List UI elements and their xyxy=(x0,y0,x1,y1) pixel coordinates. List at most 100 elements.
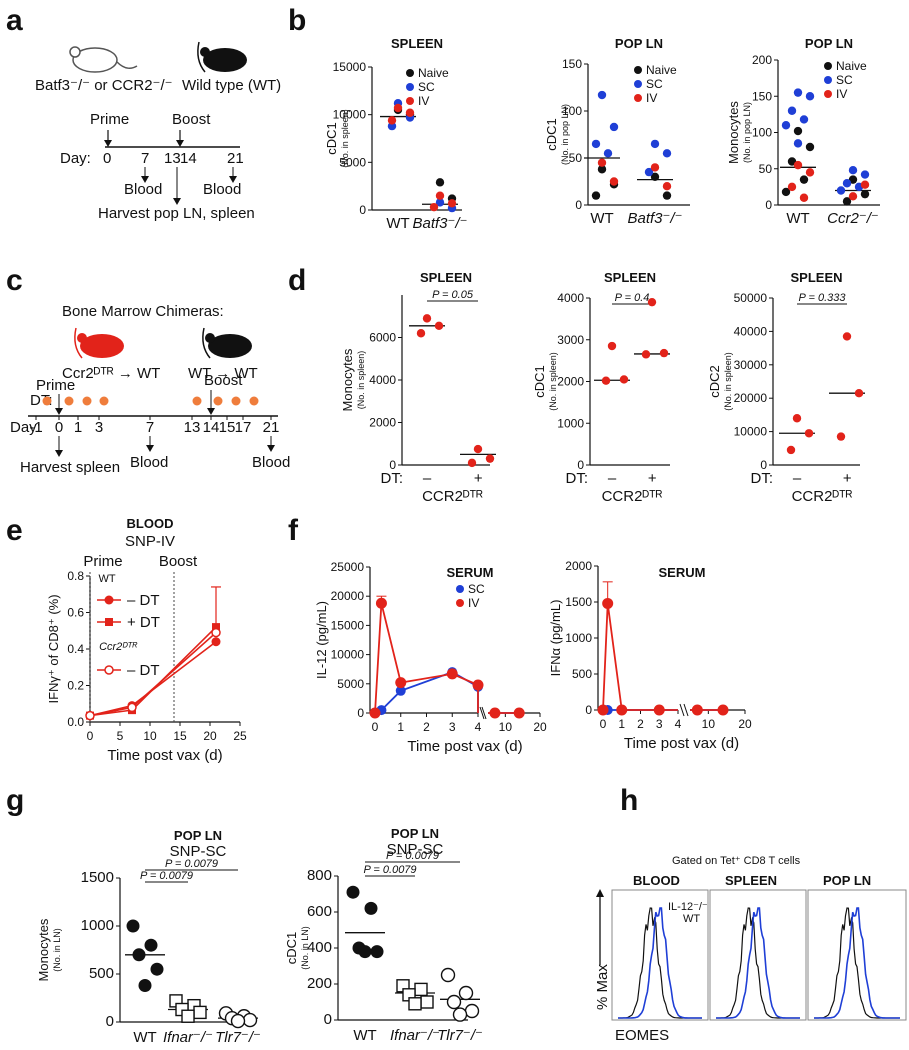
chart-b3: 0 50 100 150 200 POP LN Monocytes (No. in pop L… xyxy=(726,36,880,227)
hist-il12-0 xyxy=(618,907,702,1019)
point-1-1 xyxy=(602,597,614,609)
panel-h-histograms: Gated on Tet⁺ CD8 T cells BLOOD SPLEEN P… xyxy=(594,855,907,1044)
y-tick-label-4: 2000 xyxy=(565,559,592,573)
hist-frame-2 xyxy=(807,889,907,1021)
day-14: 14 xyxy=(180,150,197,167)
point-1-2 xyxy=(395,677,407,689)
data-point-1-2 xyxy=(591,139,601,149)
y-tick-label-0: 0.0 xyxy=(67,715,84,729)
panel-label-e: e xyxy=(6,514,23,547)
chart-subtitle: SNP-IV xyxy=(125,533,175,550)
legend-label-0: – DT xyxy=(127,592,160,609)
y-sublabel: (No. in pop LN) xyxy=(742,102,752,163)
legend-dot-1 xyxy=(456,599,464,607)
chart-subtitle: SNP-SC xyxy=(387,841,444,858)
data-point-1-10 xyxy=(836,186,846,195)
c-blood-2: Blood xyxy=(252,454,290,471)
c-day-9: 21 xyxy=(263,419,280,436)
y-tick-label-0: 0 xyxy=(389,458,396,472)
y-label: IFNγ⁺ of CD8⁺ (%) xyxy=(46,594,61,703)
c-day-0: -1 xyxy=(29,419,42,436)
data-point-2-4 xyxy=(230,1013,246,1029)
data-point-0-7 xyxy=(842,197,852,206)
point-1-3 xyxy=(446,668,458,680)
data-point-2-2 xyxy=(650,163,660,172)
y-tick-label-1: 50 xyxy=(759,162,773,176)
legend-label-1: SC xyxy=(646,77,663,91)
chart-title: POP LN xyxy=(615,36,663,51)
y-sublabel: (No. in spleen) xyxy=(340,109,350,168)
hist-il12-2 xyxy=(814,907,900,1019)
y-tick-label-1: 500 xyxy=(89,965,114,982)
data-point-2-5 xyxy=(860,180,870,189)
y-sublabel: (No. in LN) xyxy=(52,928,62,972)
data-point-2-2 xyxy=(446,994,462,1010)
data-point-0-0 xyxy=(793,126,803,136)
axis-break-1 xyxy=(679,703,685,717)
x-tick-label-5: 10 xyxy=(499,720,513,734)
y-label: IFNα (pg/mL) xyxy=(548,600,563,677)
data-point-0-1 xyxy=(805,142,815,152)
x-tick-label-2: 2 xyxy=(637,717,644,731)
data-point-0-0 xyxy=(607,341,617,351)
data-point-0-1 xyxy=(364,901,378,915)
hist-frame-1 xyxy=(709,889,807,1021)
y-tick-label-3: 15000 xyxy=(333,60,367,74)
x-tick-label-6: 20 xyxy=(533,720,547,734)
chart-title: SERUM xyxy=(447,565,494,580)
x-tick-label-4: 20 xyxy=(203,729,217,743)
legend-marker-2 xyxy=(104,665,114,675)
legend-dot-0 xyxy=(406,69,414,77)
pvalue-label-0: P = 0.0079 xyxy=(363,864,416,876)
c-day-6: 14 xyxy=(203,419,220,436)
chart-title: SPLEEN xyxy=(604,270,656,285)
x-label: Time post vax (d) xyxy=(407,738,522,755)
data-point-0-3 xyxy=(650,172,660,181)
data-point-0-2 xyxy=(591,191,601,200)
point-1-0 xyxy=(597,704,609,716)
y-tick-label-3: 150 xyxy=(752,89,772,103)
data-point-1-3 xyxy=(799,115,809,124)
point-0-2 xyxy=(395,685,406,696)
data-point-2-0 xyxy=(793,160,803,170)
x-tick-label-1: 1 xyxy=(618,717,625,731)
data-point-1-4 xyxy=(408,997,422,1011)
h-section-popln: POP LN xyxy=(823,873,871,888)
data-point-1-3 xyxy=(435,198,445,207)
y-label: cDC1 xyxy=(284,932,299,965)
mouse-red-icon xyxy=(74,327,124,359)
y-tick-label-1: 200 xyxy=(307,975,332,992)
data-point-1-7 xyxy=(860,170,870,179)
chart-title: POP LN xyxy=(174,828,222,843)
hist-wt-2 xyxy=(814,907,900,1019)
series-line-1 xyxy=(602,603,660,711)
data-point-0-1 xyxy=(144,938,158,952)
data-point-1-1 xyxy=(609,122,619,132)
legend-label-0: Naive xyxy=(836,59,867,73)
chart-title: SPLEEN xyxy=(420,270,472,285)
data-point-0-1 xyxy=(434,321,444,331)
legend-label-0: Naive xyxy=(418,66,449,80)
point-1-6 xyxy=(513,707,525,719)
day-13: 13 xyxy=(164,150,181,167)
point-0-2 xyxy=(211,637,221,647)
mouse-black-icon xyxy=(202,327,252,359)
data-point-2-4 xyxy=(848,192,858,201)
data-point-0-1 xyxy=(804,429,814,438)
boost-label: Boost xyxy=(172,111,211,128)
x-group: CCR2ᴰᵀᴿ xyxy=(422,488,483,505)
legend-dot-1 xyxy=(406,83,414,91)
legend-label-2: IV xyxy=(418,94,429,108)
panel-label-f: f xyxy=(288,514,299,547)
c-day-ticks: -1 0 1 3 7 13 14 15 17 21 xyxy=(29,416,279,436)
y-tick-label-5: 25000 xyxy=(331,560,365,574)
data-point-0-0 xyxy=(422,314,432,323)
data-point-0-4 xyxy=(659,348,669,358)
chimera-2: WT → WT xyxy=(188,365,258,382)
mouse-filled-icon xyxy=(197,41,247,73)
legend-dot-1 xyxy=(824,76,832,84)
x-group: CCR2ᴰᵀᴿ xyxy=(792,488,853,505)
h-gate-title: Gated on Tet⁺ CD8 T cells xyxy=(672,855,801,867)
